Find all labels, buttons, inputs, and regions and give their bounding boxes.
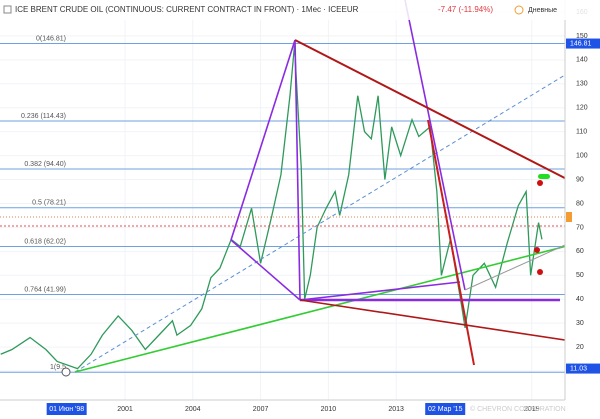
y-tick-label: 80 (576, 200, 584, 207)
marker (534, 247, 540, 253)
y-tick-label: 110 (576, 129, 587, 136)
trend-line (299, 299, 599, 346)
trend-line (464, 244, 566, 291)
fib-label: 0.5 (78.21) (32, 200, 66, 207)
price-tag (566, 38, 600, 49)
watermark: © CHEVRON CORPORATION (470, 405, 566, 413)
x-tick-label: 2019 (524, 406, 540, 413)
header-bg (0, 0, 600, 20)
y-tick-label: 40 (576, 296, 584, 303)
trend-line (230, 239, 301, 301)
y-tick-label: 120 (576, 105, 588, 112)
drawings (0, 0, 599, 377)
x-tick-label: 2007 (253, 406, 269, 413)
y-tick-label: 60 (576, 248, 584, 255)
y-tick-label: 90 (576, 176, 584, 183)
y-tick-label: 70 (576, 224, 584, 231)
anchor (61, 367, 71, 377)
checkbox[interactable] (3, 5, 12, 14)
y-tick-label: 20 (576, 344, 584, 351)
fibonacci: 0(146.81) 0.236 (114.43) 0.382 (94.40) 0.5 … (0, 35, 565, 373)
change: -7.47 (-11.94%) (438, 5, 493, 14)
price-axis (565, 0, 600, 419)
y-tick-label: 30 (576, 320, 584, 327)
y-tick-label: 150 (576, 33, 588, 40)
fib-label: 0.382 (94.40) (24, 161, 66, 168)
x-tick-label: 2013 (388, 406, 404, 413)
plot (0, 45, 543, 370)
axes: 1020304050607080901001101201301401501602… (46, 9, 600, 415)
marker (538, 174, 550, 179)
y-tick-label: 50 (576, 272, 584, 279)
fib-label: 0(146.81) (36, 35, 66, 42)
price-line (0, 45, 543, 370)
trend-line (427, 119, 475, 366)
price-tag (566, 363, 600, 374)
date-tag (425, 403, 466, 415)
date-tag-label: 02 Мар '15 (428, 406, 463, 413)
fib-label: 0.236 (114.43) (21, 113, 66, 120)
fib-label: 1(9.5 (50, 364, 66, 371)
price-tag-label: 146.81 (570, 40, 592, 47)
trend-line (299, 281, 461, 301)
y-tick-label: 100 (576, 152, 588, 159)
trend-line (404, 0, 466, 291)
chart-title: ICE BRENT CRUDE OIL (CONTINUOUS: CURRENT… (15, 5, 359, 14)
price-tag-label: 11.03 (570, 365, 587, 372)
fib-label: 0.764 (41.99) (24, 286, 66, 293)
marker (537, 269, 543, 275)
date-tag-label: 01 Июн '98 (49, 406, 84, 413)
trend-line (230, 39, 296, 241)
x-tick-label: 2004 (185, 406, 201, 413)
price-tag (566, 212, 572, 222)
x-tick-label: 2010 (321, 406, 337, 413)
trend-line (74, 54, 599, 373)
date-tag (46, 403, 87, 415)
trend-line (294, 39, 301, 301)
interval: Дневные (528, 7, 557, 14)
x-tick-label: 2001 (117, 406, 133, 413)
fib-label: 0.618 (62.02) (24, 238, 66, 245)
y-tick-label: 140 (576, 57, 588, 64)
y-tick-label: 130 (576, 81, 588, 88)
trend-line (294, 39, 599, 196)
icon[interactable] (514, 5, 524, 15)
marker (537, 180, 543, 186)
